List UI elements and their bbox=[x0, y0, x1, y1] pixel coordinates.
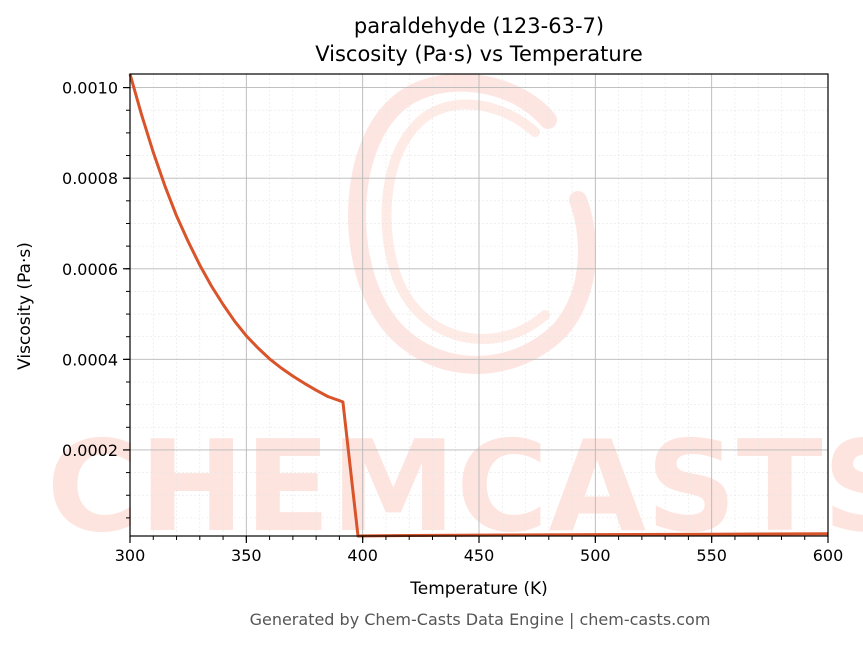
y-tick-label: 0.0002 bbox=[62, 441, 118, 460]
chart-title-line1: paraldehyde (123-63-7) bbox=[354, 14, 604, 38]
x-tick-label: 550 bbox=[696, 546, 727, 565]
footer-credit: Generated by Chem-Casts Data Engine | ch… bbox=[250, 610, 711, 629]
x-tick-label: 450 bbox=[464, 546, 495, 565]
y-tick-label: 0.0004 bbox=[62, 350, 118, 369]
watermark-text: CHEMCASTS bbox=[47, 413, 863, 560]
y-axis-label: Viscosity (Pa·s) bbox=[15, 242, 35, 370]
x-tick-label: 400 bbox=[347, 546, 378, 565]
y-tick-label: 0.0008 bbox=[62, 169, 118, 188]
x-tick-label: 500 bbox=[580, 546, 611, 565]
x-tick-label: 600 bbox=[813, 546, 844, 565]
y-axis-ticks: 0.0002 0.0004 0.0006 0.0008 0.0010 bbox=[62, 79, 130, 519]
x-tick-label: 300 bbox=[115, 546, 146, 565]
y-tick-label: 0.0010 bbox=[62, 79, 118, 98]
watermark: CHEMCASTS bbox=[47, 73, 863, 560]
watermark-swirl-logo bbox=[348, 73, 596, 374]
y-tick-label: 0.0006 bbox=[62, 260, 118, 279]
x-axis-ticks: 300 350 400 450 500 550 600 bbox=[115, 536, 844, 565]
chart-title-line2: Viscosity (Pa·s) vs Temperature bbox=[315, 42, 643, 66]
x-tick-label: 350 bbox=[231, 546, 262, 565]
x-axis-label: Temperature (K) bbox=[409, 579, 548, 599]
